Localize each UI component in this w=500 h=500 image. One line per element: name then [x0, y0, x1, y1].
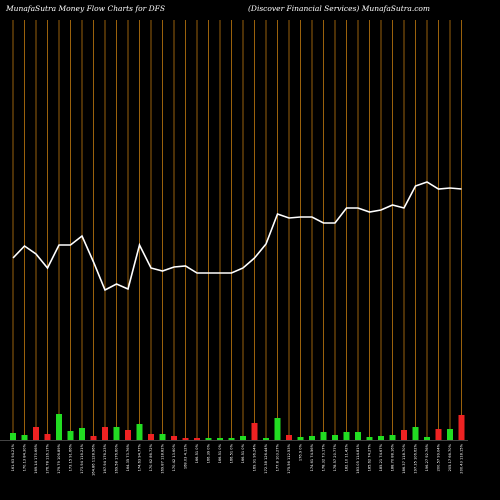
volume-bar	[343, 432, 350, 440]
volume-bar	[355, 432, 361, 440]
x-tick-label: 167.94 176.23%	[103, 443, 107, 473]
volume-bar	[309, 436, 315, 440]
x-tick-label: 197.35 106.62%	[414, 443, 418, 473]
volume-bar	[21, 435, 28, 440]
x-tick-label: 161.63 94.21%	[11, 443, 15, 471]
volume-bar	[10, 433, 16, 440]
volume-bar	[424, 437, 430, 440]
x-tick-label: 179.79 106.89%	[57, 443, 61, 473]
x-tick-label: 169.87 118.82%	[161, 443, 165, 473]
volume-bar	[447, 429, 453, 440]
x-tick-label: 176.9 0%	[299, 443, 303, 461]
x-tick-label: 170.13 84.30%	[23, 443, 27, 471]
volume-bar	[401, 430, 407, 440]
volume-bar	[297, 437, 304, 440]
volume-bar	[113, 427, 120, 440]
volume-bar	[182, 438, 189, 440]
x-tick-label: 176.78 116.17%	[46, 443, 50, 473]
volume-bar	[33, 427, 39, 440]
volume-bar	[228, 438, 235, 440]
x-tick-label: 169.14 170.66%	[34, 443, 38, 473]
x-tick-label: 166.39 0%	[207, 443, 211, 463]
volume-bar	[102, 427, 108, 440]
volume-bar	[240, 436, 246, 440]
volume-bar	[263, 438, 269, 440]
x-tick-label: 200.43 118.15%	[460, 443, 464, 473]
x-tick-label: 188.70 88.16%	[391, 443, 395, 471]
volume-bar	[286, 435, 292, 440]
volume-bar	[56, 414, 62, 440]
volume-bar	[389, 435, 396, 440]
x-tick-label: 196.27 92.76%	[425, 443, 429, 471]
x-tick-label: 175.56 112.53%	[287, 443, 291, 473]
x-tick-label: 183.05 114.81%	[356, 443, 360, 473]
x-tick-label: 185.21 74.67%	[379, 443, 383, 471]
volume-bar	[79, 428, 85, 440]
x-tick-label: 168.03 4.12%	[184, 443, 188, 469]
x-tick-label: 200.57 99.04%	[437, 443, 441, 471]
volume-bar	[205, 438, 212, 440]
volume-bar	[67, 431, 74, 440]
volume-bar	[435, 429, 442, 440]
volume-bar	[217, 438, 223, 440]
volume-bar	[90, 436, 97, 440]
volume-bar	[136, 424, 143, 440]
volume-bar	[274, 418, 281, 440]
volume-bar	[125, 430, 131, 440]
x-tick-label: 205.17 66.70%	[448, 443, 452, 471]
x-tick-label: 174.61 74.56%	[310, 443, 314, 471]
chart-subtitle: (Discover Financial Services) MunafaSutr…	[248, 4, 430, 13]
x-tick-label: 172.38 126.44%	[264, 443, 268, 473]
volume-bar	[171, 436, 177, 440]
volume-bar	[194, 438, 200, 440]
x-tick-label: 173.15 91.66%	[69, 443, 73, 471]
volume-bar	[412, 427, 419, 440]
x-tick-label: 166.51 0%	[218, 443, 222, 463]
x-tick-label: 173.94 116.21%	[80, 443, 84, 473]
volume-bar	[458, 415, 465, 440]
x-tick-label: 186.37 118.70%	[402, 443, 406, 473]
volume-bar	[366, 437, 373, 440]
x-tick-label: 164.35 73.76%	[126, 443, 130, 471]
x-tick-label: 174.63 94.77%	[138, 443, 142, 471]
x-tick-label: 166.51 0%	[230, 443, 234, 463]
x-tick-label: 169.58 176.60%	[115, 443, 119, 473]
volume-bar	[378, 436, 384, 440]
x-tick-label: 170.42 13.60%	[172, 443, 176, 471]
x-tick-label: 185.62 74.27%	[368, 443, 372, 471]
x-tick-label: 182.10 11.42%	[345, 443, 349, 471]
money-flow-line	[12, 181, 462, 292]
volume-bar	[44, 434, 51, 440]
volume-bar	[320, 432, 327, 440]
x-tick-label: 164.86 1128.96%	[92, 443, 96, 476]
x-tick-label: 166.51 0%	[195, 443, 199, 463]
x-tick-label: 178.57 20.77%	[333, 443, 337, 471]
x-tick-label: 169.91 96.24%	[253, 443, 257, 471]
volume-bar	[251, 423, 258, 440]
volume-bar	[159, 434, 166, 440]
x-tick-label: 166.51 0%	[241, 443, 245, 463]
x-tick-label: 177.8 103.27%	[276, 443, 280, 471]
volume-bar	[332, 435, 338, 440]
x-tick-label: 178.32 73.17%	[322, 443, 326, 471]
chart-title: MunafaSutra Money Flow Charts for DFS	[5, 4, 165, 13]
volume-bar	[148, 434, 154, 440]
x-tick-label: 170.62 86.72%	[149, 443, 153, 471]
